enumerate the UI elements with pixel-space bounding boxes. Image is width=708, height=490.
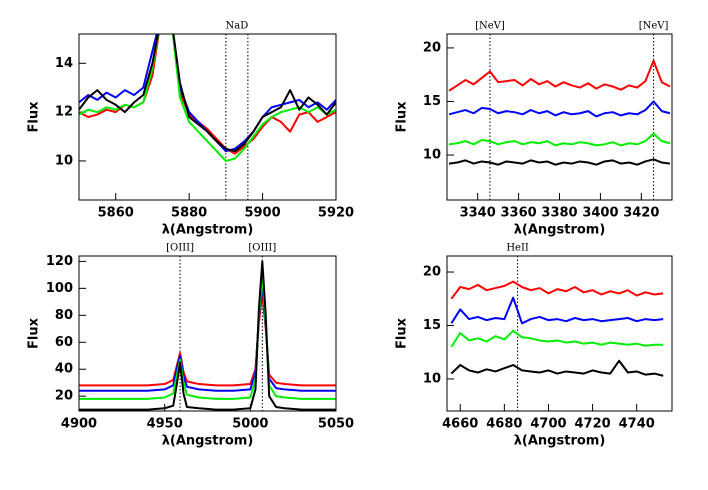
- series-line: [79, 281, 336, 392]
- annotation: HeII: [506, 243, 529, 254]
- series-line: [448, 158, 671, 166]
- x-axis-label: λ(Angstrom): [162, 434, 254, 449]
- x-tick-label: 4720: [574, 417, 610, 432]
- x-tick-label: 5920: [318, 206, 354, 221]
- series-line: [450, 329, 664, 348]
- panel: 3340 3360 3380 3400 3420 10 15 20 [NeV] [NeV] λ(An…: [395, 21, 673, 238]
- y-tick-label: 15: [423, 318, 441, 333]
- series-line: [448, 59, 671, 92]
- y-tick-label: 15: [423, 94, 441, 109]
- y-tick-label: 10: [423, 148, 441, 163]
- series-line: [450, 280, 664, 300]
- x-tick-label: 4950: [147, 417, 183, 432]
- series-line: [79, 34, 336, 162]
- y-tick-label: 100: [46, 281, 73, 296]
- y-axis-label: Flux: [27, 101, 42, 133]
- x-tick-label: 4740: [619, 417, 655, 432]
- x-tick-label: 5860: [98, 206, 134, 221]
- series-line: [79, 273, 336, 400]
- x-tick-label: 4900: [61, 417, 97, 432]
- panel: 4900 4950 5000 5050 20 40 60 80 100 120 [OIII] [OII…: [27, 243, 355, 449]
- series-group: [448, 59, 671, 166]
- series-line: [450, 359, 664, 377]
- y-tick-label: 14: [55, 56, 73, 71]
- panel: 4660 4680 4700 4720 4740 10 15 20 HeII λ(Angstrom…: [395, 243, 673, 449]
- x-tick-label: 3400: [582, 206, 618, 221]
- series-line: [79, 292, 336, 387]
- x-tick-label: 5880: [171, 206, 207, 221]
- y-tick-label: 80: [55, 308, 73, 323]
- x-tick-label: 4700: [530, 417, 566, 432]
- y-tick-label: 10: [55, 153, 73, 168]
- y-tick-label: 20: [423, 265, 441, 280]
- x-axis-label: λ(Angstrom): [514, 223, 606, 238]
- y-axis-label: Flux: [395, 317, 410, 349]
- x-tick-label: 3380: [541, 206, 577, 221]
- plot-frame: [446, 33, 673, 201]
- x-tick-label: 4680: [486, 417, 522, 432]
- series-line: [448, 100, 671, 118]
- plot-frame: [446, 255, 673, 412]
- x-tick-label: 5900: [244, 206, 280, 221]
- series-group: [450, 280, 664, 377]
- annotation: [OIII]: [248, 243, 276, 254]
- x-tick-label: 3340: [460, 206, 496, 221]
- y-tick-label: 60: [55, 335, 73, 350]
- y-tick-label: 40: [55, 362, 73, 377]
- x-tick-label: 3420: [623, 206, 659, 221]
- x-tick-label: 5050: [318, 417, 354, 432]
- x-axis-label: λ(Angstrom): [514, 434, 606, 449]
- annotation: [OIII]: [166, 243, 194, 254]
- y-axis-label: Flux: [27, 317, 42, 349]
- x-tick-label: 5000: [232, 417, 268, 432]
- y-tick-label: 12: [55, 105, 73, 120]
- series-group: [79, 34, 336, 162]
- series-line: [450, 296, 664, 325]
- series-line: [448, 132, 671, 147]
- x-axis-label: λ(Angstrom): [162, 223, 254, 238]
- y-tick-label: 20: [423, 40, 441, 55]
- annotation: [NeV]: [639, 21, 669, 32]
- y-tick-label: 20: [55, 389, 73, 404]
- annotation: [NeV]: [475, 21, 505, 32]
- panel: 5860 5880 5900 5920 10 12 14 NaD λ(Angstrom) Flux: [27, 21, 355, 238]
- x-tick-label: 4660: [442, 417, 478, 432]
- y-tick-label: 120: [46, 254, 73, 269]
- series-line: [79, 260, 336, 411]
- y-axis-label: Flux: [395, 101, 410, 133]
- series-line: [79, 34, 336, 153]
- series-group: [79, 260, 336, 411]
- annotation: NaD: [226, 21, 249, 32]
- plot-frame: [78, 33, 337, 201]
- y-tick-label: 10: [423, 371, 441, 386]
- plot-frame: [78, 255, 337, 412]
- x-tick-label: 3360: [500, 206, 536, 221]
